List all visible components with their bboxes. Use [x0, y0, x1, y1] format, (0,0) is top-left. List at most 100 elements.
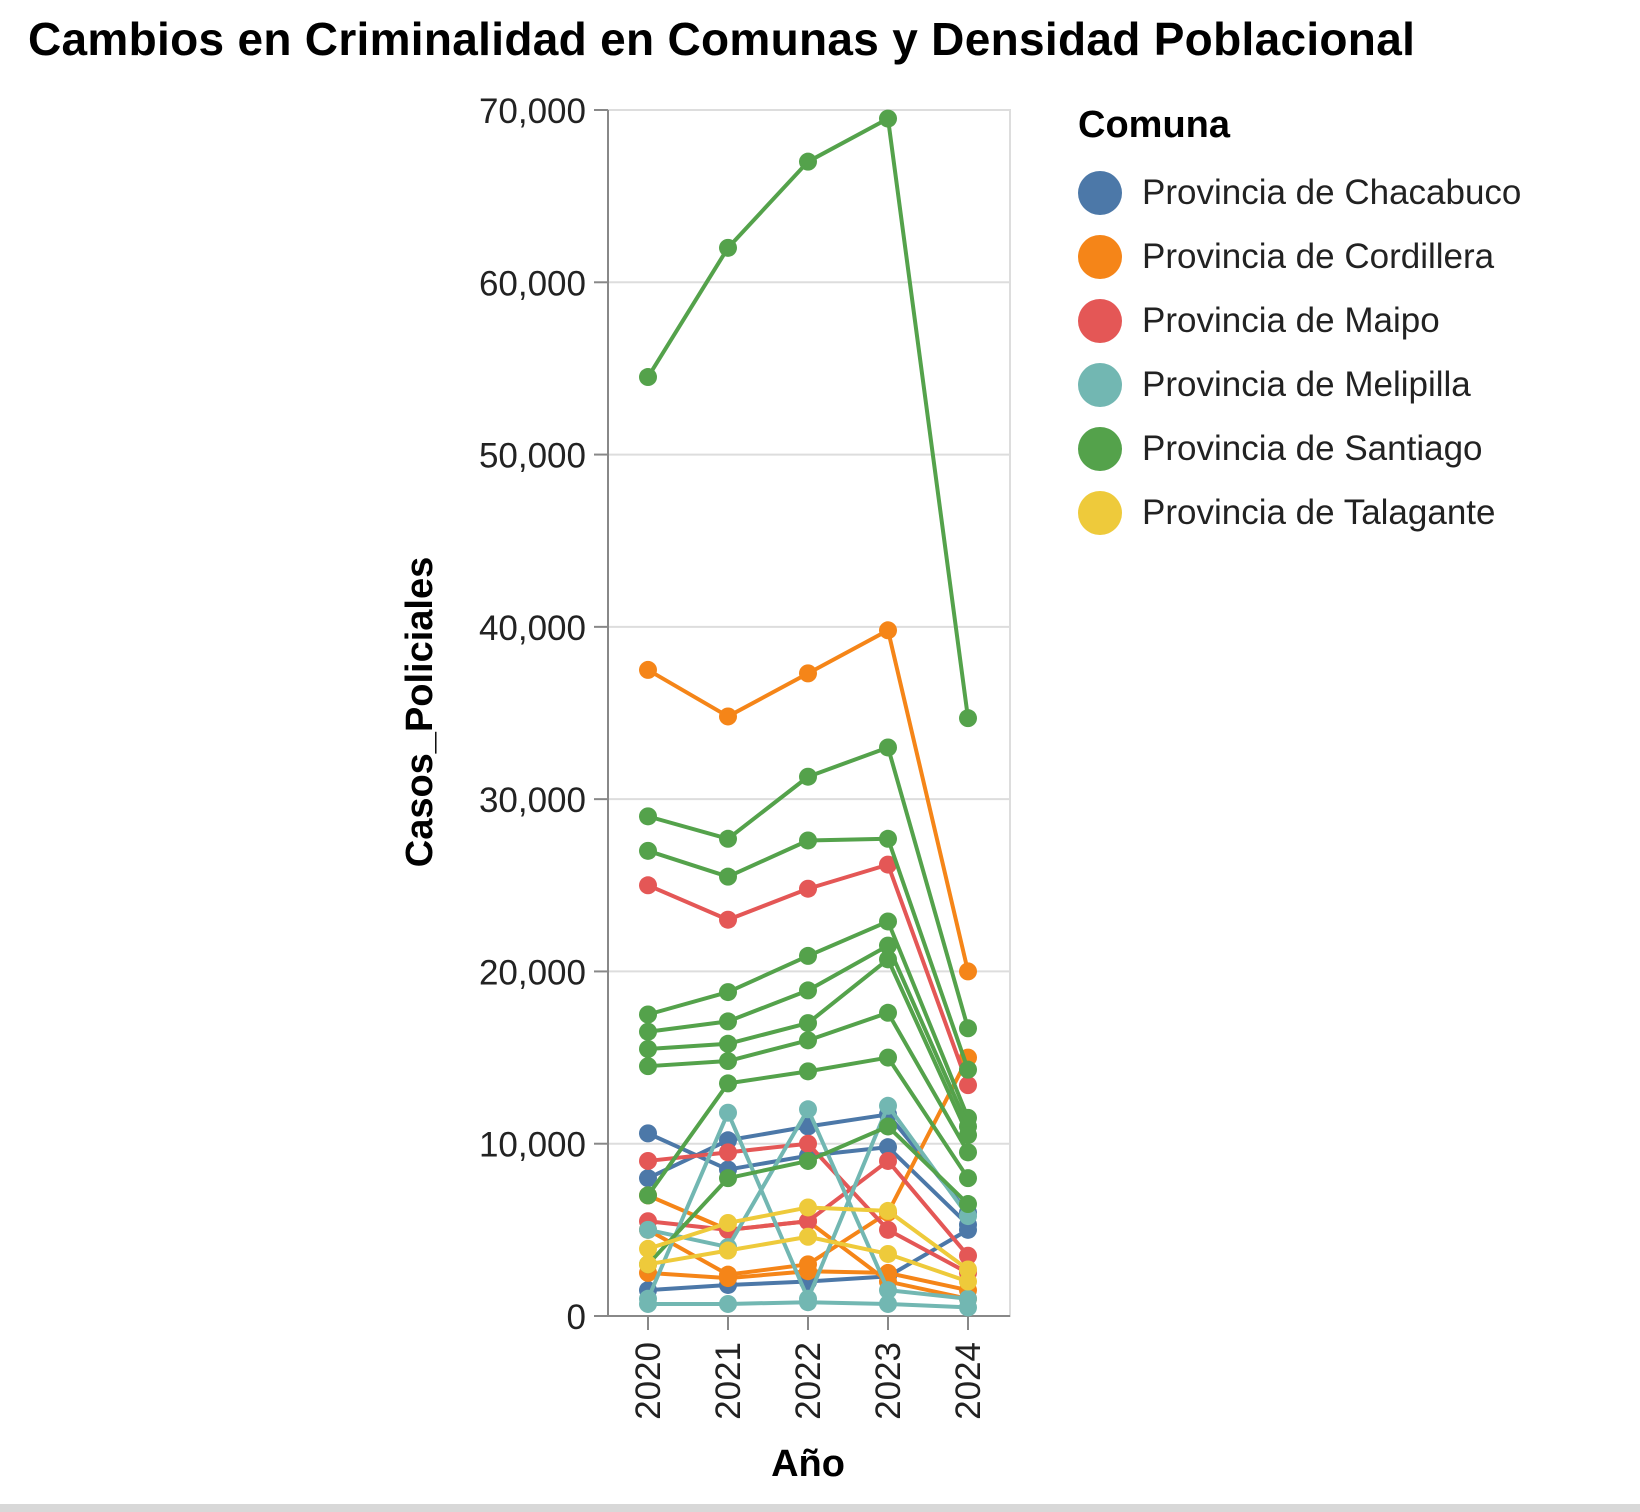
data-point [879, 912, 897, 931]
data-point [799, 1212, 817, 1231]
data-point [799, 1255, 817, 1274]
legend-item: Provincia de Melipilla [1078, 353, 1521, 417]
legend-swatch [1078, 299, 1122, 343]
data-point [719, 1241, 737, 1260]
data-point [799, 767, 817, 786]
data-point [799, 879, 817, 898]
legend-item: Provincia de Santiago [1078, 417, 1521, 481]
y-tick-label: 70,000 [479, 92, 586, 131]
y-tick-label: 20,000 [479, 953, 586, 992]
data-point [639, 1255, 657, 1274]
data-point [639, 807, 657, 826]
legend-swatch [1078, 171, 1122, 215]
data-point [719, 983, 737, 1002]
data-point [799, 831, 817, 850]
data-point [879, 1201, 897, 1220]
data-point [879, 855, 897, 874]
data-point [639, 1220, 657, 1239]
data-point [959, 1060, 977, 1079]
x-tick-label: 2020 [629, 1342, 668, 1420]
data-point [799, 664, 817, 683]
data-point [799, 1293, 817, 1312]
data-point [879, 1294, 897, 1313]
chart-title: Cambios en Criminalidad en Comunas y Den… [28, 13, 1416, 65]
data-point [959, 709, 977, 728]
series-line [646, 116, 970, 719]
data-point [879, 1281, 897, 1300]
series-group [639, 1198, 977, 1291]
data-point [639, 1239, 657, 1258]
y-tick-label: 0 [567, 1298, 586, 1337]
data-point [639, 1169, 657, 1188]
data-point [639, 660, 657, 679]
data-point [639, 1057, 657, 1076]
legend-item: Provincia de Talagante [1078, 481, 1521, 545]
data-point [719, 829, 737, 848]
data-point [959, 962, 977, 981]
legend-label: Provincia de Santiago [1142, 429, 1483, 468]
data-point [719, 910, 737, 929]
data-point [799, 981, 817, 1000]
data-point [719, 1074, 737, 1093]
x-tick-label: 2022 [789, 1342, 828, 1420]
legend-swatch [1078, 235, 1122, 279]
data-point [639, 1039, 657, 1058]
data-point [879, 1048, 897, 1067]
data-point [879, 1244, 897, 1263]
series-group [639, 1096, 977, 1317]
x-axis-title: Año [771, 1443, 845, 1485]
axes: 0 10,000 20,000 30,000 40,000 50,000 60,000 70,… [479, 92, 1010, 1420]
legend-label: Provincia de Cordillera [1142, 237, 1495, 276]
legend-label: Provincia de Chacabuco [1142, 173, 1522, 212]
data-point [879, 1117, 897, 1136]
bottom-divider [0, 1504, 1640, 1512]
legend-item: Provincia de Cordillera [1078, 225, 1521, 289]
legend-label: Provincia de Melipilla [1142, 365, 1471, 404]
data-point [799, 1151, 817, 1170]
data-point [639, 1186, 657, 1205]
data-point [959, 1272, 977, 1291]
data-point [879, 1096, 897, 1115]
data-point [639, 1022, 657, 1041]
data-point [719, 707, 737, 726]
y-tick-label: 30,000 [479, 781, 586, 820]
data-point [719, 1143, 737, 1162]
data-point [799, 152, 817, 171]
legend: Comuna Provincia de Chacabuco Provincia d… [1078, 104, 1521, 545]
data-point [719, 1034, 737, 1053]
y-tick-label: 50,000 [479, 437, 586, 476]
data-point [959, 1298, 977, 1317]
data-point [719, 1294, 737, 1313]
data-point [639, 1151, 657, 1170]
data-point [879, 1151, 897, 1170]
data-point [959, 1076, 977, 1095]
legend-label: Provincia de Maipo [1142, 301, 1440, 340]
data-point [879, 738, 897, 757]
data-point [959, 1195, 977, 1214]
data-point [719, 1012, 737, 1031]
data-point [959, 1246, 977, 1265]
data-point [959, 1143, 977, 1162]
data-point [639, 841, 657, 860]
series-group [639, 109, 977, 1274]
data-point [879, 829, 897, 848]
data-point [719, 1103, 737, 1122]
y-tick-label: 60,000 [479, 264, 586, 303]
legend-item: Provincia de Chacabuco [1078, 161, 1521, 225]
data-point [879, 1138, 897, 1157]
data-point [799, 1134, 817, 1153]
data-point [879, 936, 897, 955]
data-point [879, 1003, 897, 1022]
legend-swatch [1078, 491, 1122, 535]
legend-item: Provincia de Maipo [1078, 289, 1521, 353]
x-tick-label: 2021 [709, 1342, 748, 1420]
data-point [879, 1220, 897, 1239]
data-point [799, 1198, 817, 1217]
data-point [639, 1124, 657, 1143]
data-point [639, 1005, 657, 1024]
y-tick-label: 40,000 [479, 609, 586, 648]
data-point [959, 1126, 977, 1145]
data-point [719, 1169, 737, 1188]
data-point [879, 109, 897, 128]
data-point [719, 238, 737, 257]
